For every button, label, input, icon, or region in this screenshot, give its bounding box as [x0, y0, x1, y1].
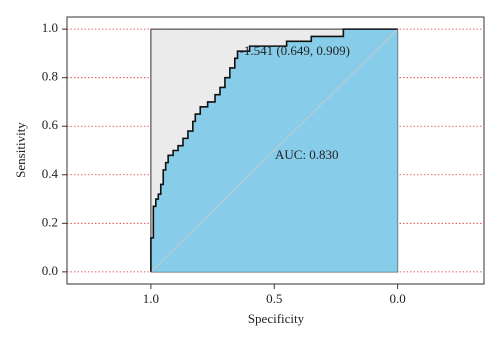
reference-diagonal	[150, 28, 398, 273]
plot-frame	[66, 16, 485, 285]
y-tick-label: 0.0	[42, 263, 58, 278]
best-point-label: -1.541 (0.649, 0.909)	[240, 43, 351, 58]
x-tick-label: 1.0	[143, 291, 159, 306]
y-tick-label: 0.2	[42, 214, 58, 229]
y-tick-label: 0.6	[42, 117, 59, 132]
x-tick-label: 0.5	[266, 291, 282, 306]
roc-curve	[150, 28, 398, 272]
y-tick-label: 0.4	[42, 166, 59, 181]
x-axis-label: Specificity	[248, 311, 305, 326]
auc-label: AUC: 0.830	[275, 147, 339, 162]
y-axis-label: Sensitivity	[13, 122, 28, 178]
x-tick-label: 0.0	[390, 291, 406, 306]
y-tick-label: 0.8	[42, 69, 58, 84]
y-tick-label: 1.0	[42, 20, 58, 35]
